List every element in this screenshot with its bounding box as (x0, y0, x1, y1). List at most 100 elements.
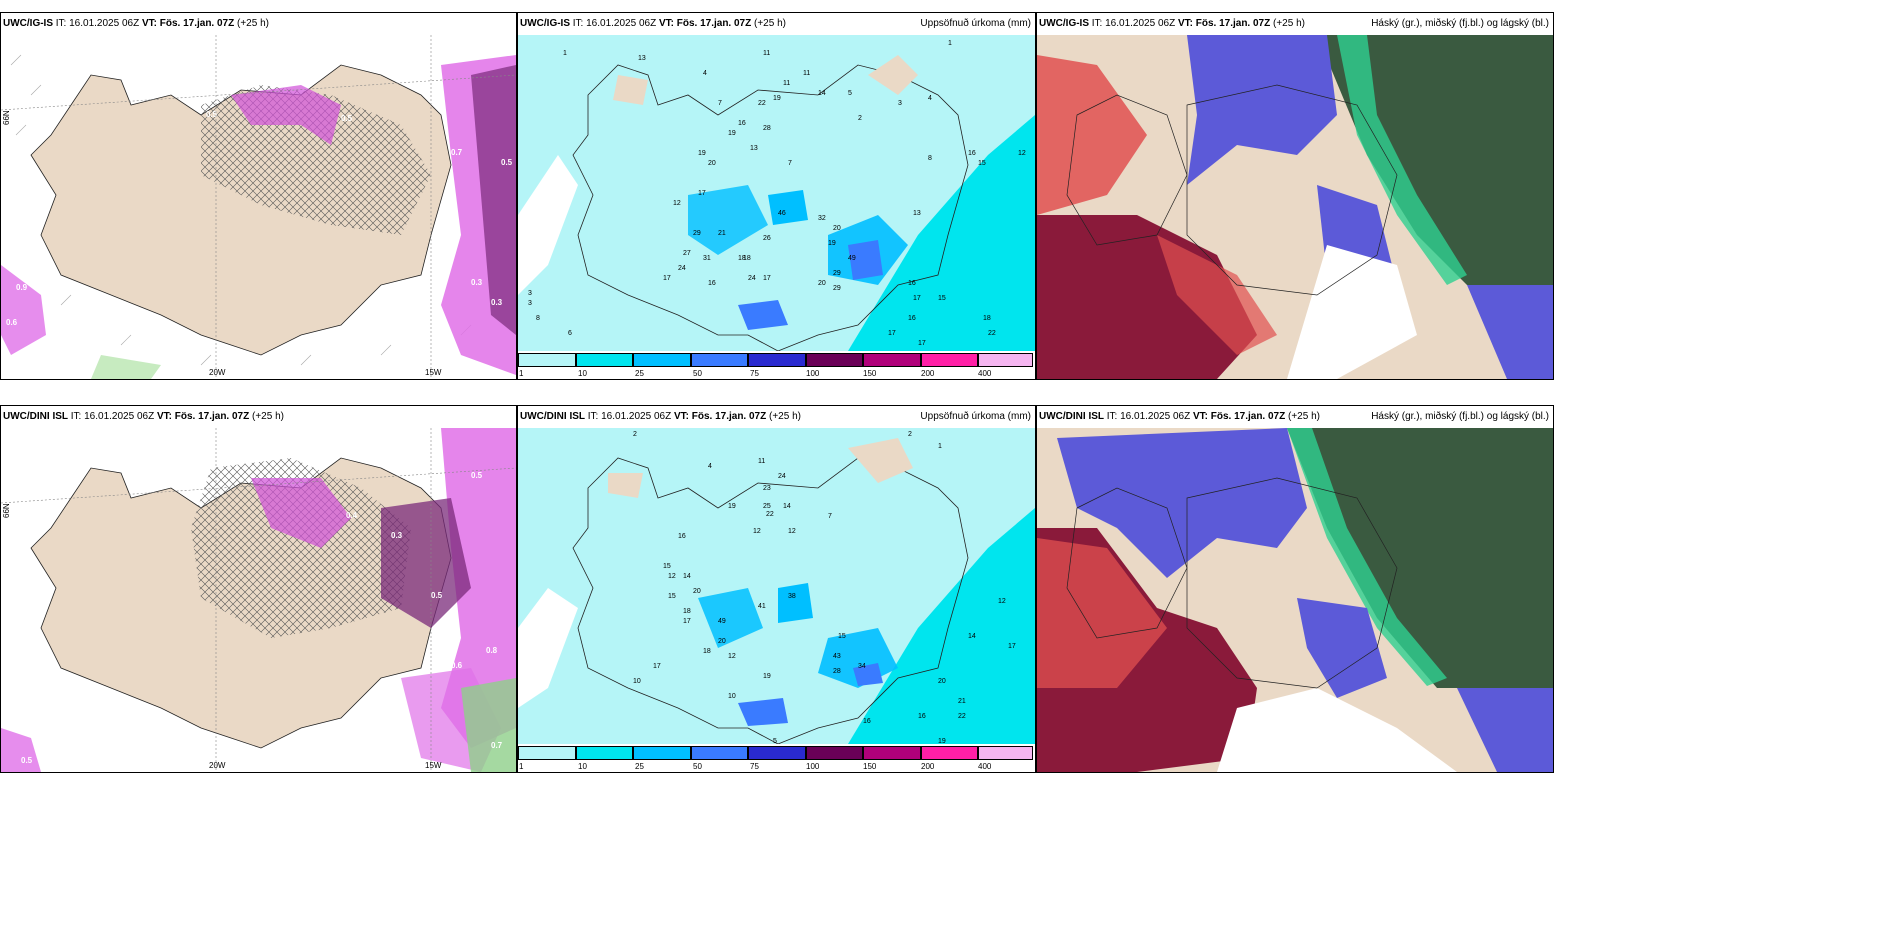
snow-west (1, 728, 41, 772)
svg-text:14: 14 (818, 90, 826, 97)
svg-text:15: 15 (663, 563, 671, 570)
lead-time: (+25 h) (237, 18, 269, 29)
init-time: IT: 16.01.2025 06Z (55, 18, 140, 29)
lon-label-15w: 15W (425, 761, 442, 770)
svg-text:12: 12 (788, 528, 796, 535)
svg-text:12: 12 (728, 653, 736, 660)
svg-text:12: 12 (668, 573, 676, 580)
svg-text:25: 25 (763, 503, 771, 510)
svg-text:13: 13 (913, 210, 921, 217)
svg-text:0.5: 0.5 (206, 110, 218, 119)
map-canvas: 0.5 0.5 0.7 0.5 0.3 0.9 0.6 0.3 (1, 35, 516, 379)
svg-text:18: 18 (983, 315, 991, 322)
colorbar-tick: 400 (978, 762, 992, 771)
lat-label-66n: 66N (2, 110, 11, 125)
svg-text:17: 17 (698, 190, 706, 197)
panel-ig-wind-snow: UWC/IG-IS IT: 16.01.2025 06Z VT: Fös. 17… (0, 12, 517, 380)
precip-map[interactable]: 2 2 1 4 11 24 23 25 22 14 19 12 12 7 16 … (518, 428, 1035, 744)
cloud-map[interactable] (1037, 428, 1553, 772)
lat-label-66n: 66N (2, 503, 11, 518)
svg-text:17: 17 (918, 340, 926, 347)
svg-text:16: 16 (908, 315, 916, 322)
clear-sky (1287, 245, 1417, 379)
map-canvas: 0.5 0.3 0.5 0.6 0.8 0.7 0.5 0.4 (1, 428, 516, 772)
svg-text:5: 5 (773, 738, 777, 744)
svg-text:15: 15 (838, 633, 846, 640)
svg-text:0.3: 0.3 (491, 298, 503, 307)
colorbar-swatch (518, 353, 576, 367)
svg-text:24: 24 (778, 473, 786, 480)
colorbar-swatch (576, 353, 633, 367)
svg-text:4: 4 (703, 70, 707, 77)
precip-labels: 1 13 11 4 3 7 1 11 11 22 19 28 16 19 12 … (528, 40, 1026, 347)
svg-text:11: 11 (803, 70, 810, 77)
svg-text:14: 14 (783, 503, 791, 510)
colorbar-tick: 10 (578, 762, 587, 771)
svg-text:1: 1 (938, 443, 942, 450)
panel-header: UWC/DINI ISL IT: 16.01.2025 06Z VT: Fös.… (1, 406, 516, 428)
lead-time: (+25 h) (252, 411, 284, 422)
wind-snow-map[interactable]: 0.5 0.5 0.7 0.5 0.3 0.9 0.6 0.3 20W 15W … (1, 35, 516, 379)
svg-text:11: 11 (763, 50, 770, 57)
lead-time: (+25 h) (769, 411, 801, 422)
svg-text:6: 6 (568, 330, 572, 337)
svg-text:0.5: 0.5 (501, 158, 513, 167)
colorbar-tick: 50 (693, 762, 702, 771)
panel-dini-clouds: UWC/DINI ISL IT: 16.01.2025 06Z VT: Fös.… (1036, 405, 1554, 773)
high-cloud (1317, 35, 1553, 285)
valid-time: VT: Fös. 17.jan. 07Z (658, 18, 752, 29)
wind-snow-map[interactable]: 0.5 0.3 0.5 0.6 0.8 0.7 0.5 0.4 20W 15W … (1, 428, 516, 772)
svg-text:16: 16 (968, 150, 976, 157)
svg-text:27: 27 (683, 250, 691, 257)
field-title: Uppsöfnuð úrkoma (mm) (920, 411, 1031, 422)
init-time: IT: 16.01.2025 06Z (1091, 18, 1176, 29)
colorbar-swatch (518, 746, 576, 760)
panel-header: UWC/DINI ISL IT: 16.01.2025 06Z VT: Fös.… (1037, 406, 1553, 428)
colorbar-tick: 75 (750, 762, 759, 771)
lon-label-20w: 20W (209, 368, 226, 377)
svg-text:41: 41 (758, 603, 766, 610)
svg-text:11: 11 (758, 458, 765, 465)
svg-text:4: 4 (928, 95, 932, 102)
svg-text:7: 7 (718, 100, 722, 107)
svg-text:17: 17 (663, 275, 671, 282)
svg-text:12: 12 (753, 528, 761, 535)
iceland-outline (572, 457, 969, 744)
precip-colorbar: 1 10 25 50 75 100 150 200 400 (518, 744, 1035, 772)
svg-text:24: 24 (748, 275, 756, 282)
map-canvas: 1 13 11 4 3 7 1 11 11 22 19 28 16 19 12 … (518, 35, 1035, 351)
snow-east (441, 428, 516, 748)
svg-text:17: 17 (683, 618, 691, 625)
init-time: IT: 16.01.2025 06Z (572, 18, 657, 29)
svg-text:0.3: 0.3 (471, 278, 483, 287)
model-name: UWC/DINI ISL (1039, 411, 1104, 422)
svg-text:19: 19 (728, 130, 736, 137)
init-time: IT: 16.01.2025 06Z (1106, 411, 1191, 422)
precip-10-25 (848, 115, 1035, 351)
svg-text:7: 7 (828, 513, 832, 520)
colorbar-swatch (633, 746, 691, 760)
svg-text:11: 11 (783, 80, 790, 87)
svg-text:4: 4 (708, 463, 712, 470)
cloud-map[interactable] (1037, 35, 1553, 379)
iceland-outline (1066, 487, 1188, 639)
snow-west (1, 265, 46, 355)
lead-time: (+25 h) (754, 18, 786, 29)
panel-header: UWC/IG-IS IT: 16.01.2025 06Z VT: Fös. 17… (518, 13, 1035, 35)
svg-text:2: 2 (908, 431, 912, 438)
svg-text:1: 1 (948, 40, 952, 47)
colorbar-swatch (691, 353, 748, 367)
svg-text:31: 31 (703, 255, 711, 262)
valid-time: VT: Fös. 17.jan. 07Z (673, 411, 767, 422)
colorbar-tick: 25 (635, 762, 644, 771)
svg-text:22: 22 (988, 330, 996, 337)
lon-label-15w: 15W (425, 368, 442, 377)
panel-dini-precip: UWC/DINI ISL IT: 16.01.2025 06Z VT: Fös.… (517, 405, 1036, 773)
svg-text:10: 10 (728, 693, 736, 700)
svg-text:14: 14 (683, 573, 691, 580)
svg-text:28: 28 (833, 668, 841, 675)
map-canvas: 2 2 1 4 11 24 23 25 22 14 19 12 12 7 16 … (518, 428, 1035, 744)
precip-map[interactable]: 1 13 11 4 3 7 1 11 11 22 19 28 16 19 12 … (518, 35, 1035, 351)
init-time: IT: 16.01.2025 06Z (587, 411, 672, 422)
svg-text:1: 1 (563, 50, 567, 57)
